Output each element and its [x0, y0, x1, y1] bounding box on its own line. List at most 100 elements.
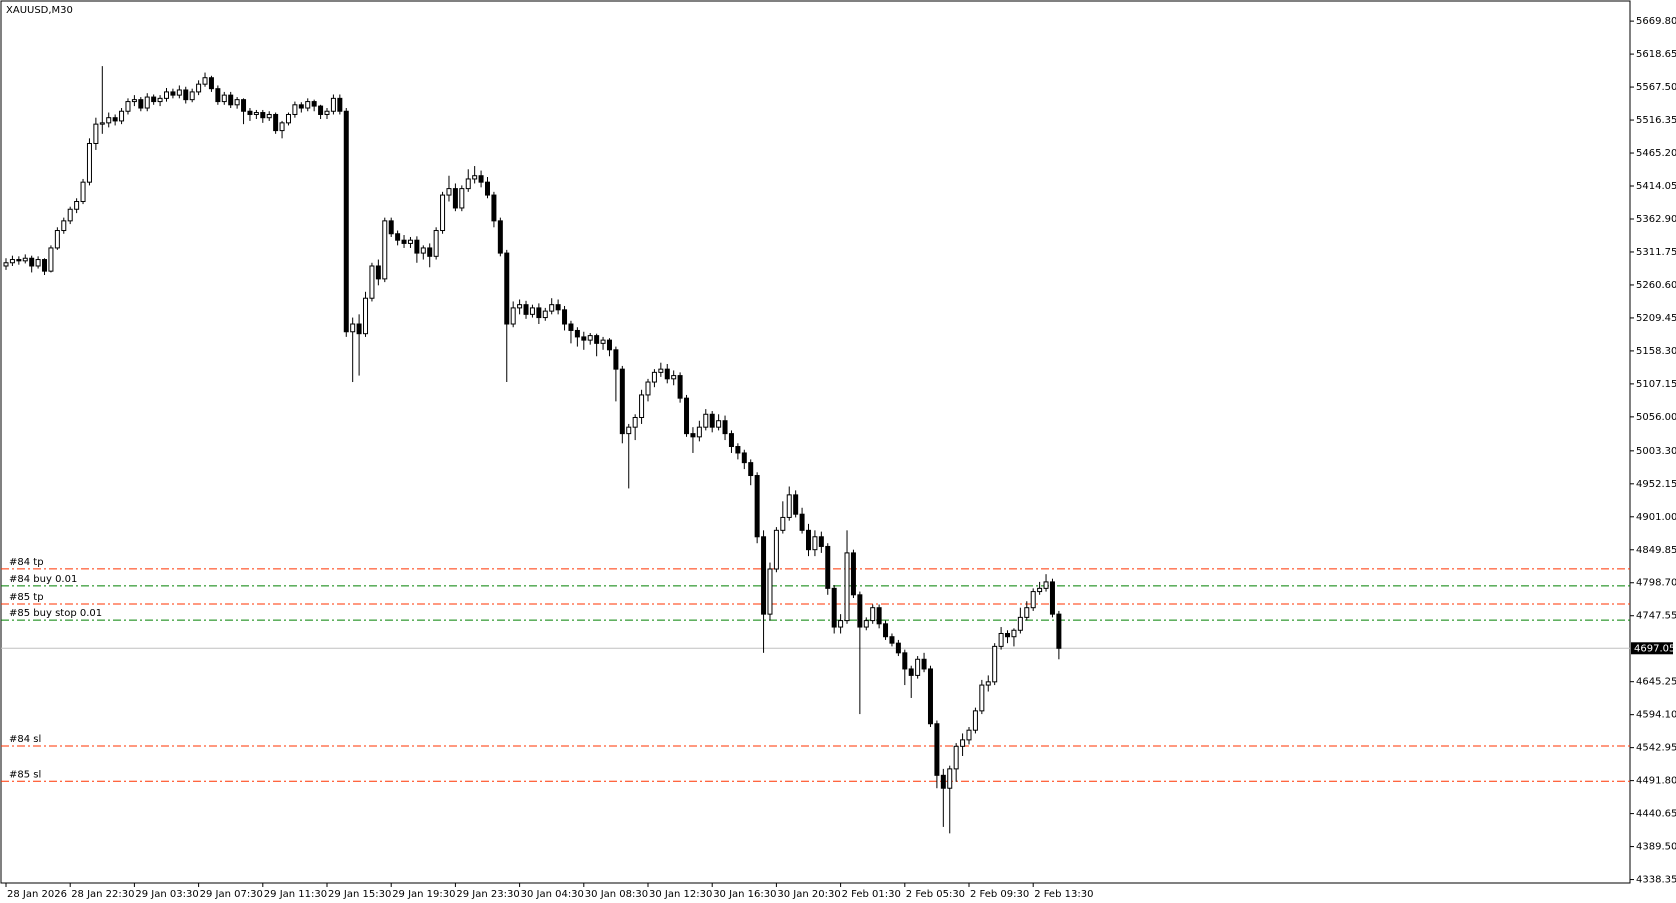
candle-body: [285, 113, 291, 124]
candle-body: [985, 681, 991, 686]
candle-body: [369, 265, 375, 299]
y-tick-label: 5158.30: [1636, 346, 1676, 357]
candle-body: [998, 632, 1004, 647]
candle-body: [497, 220, 503, 254]
y-tick-label: 5362.90: [1636, 214, 1676, 225]
candle-body: [157, 97, 163, 103]
candle-body: [176, 89, 182, 96]
candle-body: [850, 552, 856, 596]
candle-body: [806, 529, 811, 551]
x-tick-label: 30 Jan 20:30: [777, 889, 840, 900]
candle-body: [1030, 591, 1036, 609]
candle-body: [992, 645, 998, 683]
candle-body: [48, 247, 54, 272]
candle-body: [86, 142, 92, 183]
candle-body: [356, 323, 362, 335]
candle-body: [350, 323, 356, 333]
candle-body: [196, 83, 202, 93]
candle-body: [825, 545, 831, 589]
y-tick-label: 4389.50: [1636, 842, 1676, 853]
candle-body: [42, 259, 48, 272]
candle-body: [189, 91, 195, 101]
candle-body: [164, 91, 169, 99]
y-tick-label: 5107.15: [1636, 379, 1676, 390]
candle-body: [472, 175, 478, 180]
candle-body: [677, 375, 683, 399]
candle-body: [536, 307, 542, 319]
candle-body: [440, 194, 446, 232]
candle-body: [138, 99, 144, 109]
candle-body: [119, 110, 125, 122]
candle-body: [568, 323, 574, 331]
x-tick-label: 29 Jan 07:30: [200, 889, 263, 900]
candle-body: [375, 265, 381, 280]
candle-body: [29, 257, 35, 267]
candle-body: [324, 110, 330, 115]
candle-body: [292, 104, 298, 115]
candle-body: [208, 77, 214, 90]
candle-body: [1049, 581, 1055, 615]
x-tick-label: 30 Jan 08:30: [585, 889, 648, 900]
candle-body: [645, 381, 651, 396]
candle-body: [812, 536, 818, 551]
candle-body: [562, 309, 568, 325]
candle-body: [170, 91, 176, 96]
candle-body: [414, 239, 420, 254]
level-label: #84 buy 0.01: [9, 574, 77, 585]
y-tick-label: 5003.30: [1636, 446, 1676, 457]
candle-body: [202, 77, 208, 85]
candle-body: [953, 745, 959, 770]
candle-body: [407, 239, 413, 244]
x-tick-label: 2 Feb 13:30: [1034, 889, 1093, 900]
x-tick-label: 29 Jan 23:30: [456, 889, 519, 900]
candle-body: [934, 723, 940, 776]
candle-body: [838, 620, 844, 628]
candle-body: [279, 122, 285, 132]
y-tick-label: 4491.80: [1636, 776, 1676, 787]
candle-body: [517, 304, 523, 309]
candle-body: [478, 175, 484, 183]
candle-body: [889, 636, 895, 644]
x-tick-label: 30 Jan 04:30: [521, 889, 584, 900]
y-tick-label: 4747.55: [1636, 611, 1676, 622]
candle-body: [80, 181, 86, 203]
candle-body: [626, 426, 632, 435]
candle-body: [960, 739, 966, 747]
candle-body: [979, 684, 985, 712]
candle-body: [773, 529, 779, 570]
candle-body: [908, 668, 914, 676]
candle-body: [722, 420, 728, 435]
candle-body: [972, 710, 978, 731]
y-tick-label: 5056.00: [1636, 412, 1676, 423]
x-tick-label: 29 Jan 03:30: [135, 889, 198, 900]
candle-body: [234, 99, 240, 106]
candle-body: [696, 426, 702, 438]
candle-body: [870, 607, 876, 622]
candle-body: [831, 587, 837, 628]
candle-body: [485, 181, 490, 196]
candle-body: [305, 101, 311, 109]
candle-body: [433, 230, 439, 257]
candle-body: [260, 112, 266, 119]
candle-body: [606, 339, 612, 351]
candle-body: [709, 413, 715, 428]
y-tick-label: 5618.65: [1636, 49, 1676, 60]
plot-frame: [0, 0, 1631, 884]
candle-body: [876, 607, 882, 625]
candle-body: [215, 88, 221, 103]
candle-body: [780, 516, 786, 531]
level-label: #84 sl: [9, 734, 41, 745]
x-tick-label: 29 Jan 11:30: [264, 889, 327, 900]
x-tick-label: 2 Feb 05:30: [906, 889, 965, 900]
candle-body: [651, 371, 657, 383]
candle-body: [748, 462, 754, 477]
y-tick-label: 4440.65: [1636, 809, 1676, 820]
candle-body: [93, 123, 99, 144]
candle-body: [793, 494, 799, 515]
y-tick-label: 4594.10: [1636, 710, 1676, 721]
candle-body: [54, 230, 60, 249]
x-tick-label: 28 Jan 22:30: [71, 889, 134, 900]
candle-body: [395, 233, 401, 241]
candle-body: [613, 349, 619, 370]
candle-body: [664, 368, 670, 380]
